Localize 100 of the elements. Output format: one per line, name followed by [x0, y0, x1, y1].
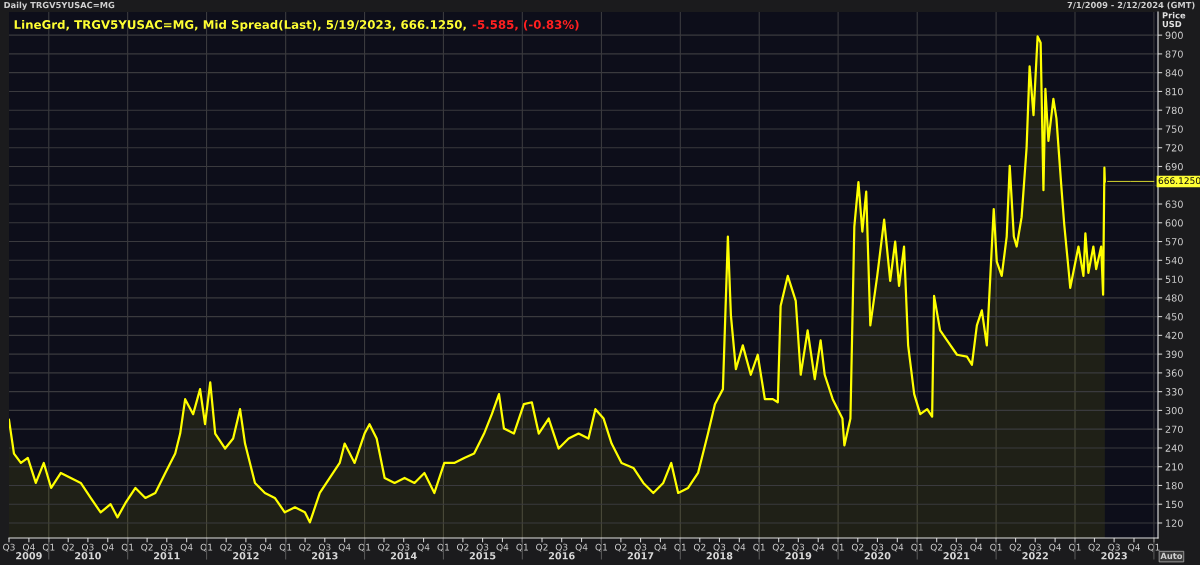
- x2-tick-label: 2023: [1101, 552, 1127, 560]
- x-tick-label: Q2: [536, 543, 548, 552]
- x-tick-label: Q2: [772, 543, 785, 552]
- x-tick-label: Q3: [318, 543, 331, 552]
- y-tick-label: 330: [1165, 388, 1183, 396]
- text: -5.585, (-0.83%): [472, 19, 579, 31]
- x-tick-label: Q4: [575, 543, 588, 552]
- y-tick-label: 390: [1165, 350, 1183, 358]
- x2-tick-label: 2014: [390, 552, 417, 560]
- y-tick-label: 810: [1165, 87, 1183, 96]
- x-tick-label: Q2: [614, 543, 627, 552]
- text: Auto: [1160, 552, 1183, 560]
- x-tick-label: Q3: [239, 543, 252, 552]
- x2-tick-label: 2016: [548, 552, 575, 560]
- x2-tick-label: 2013: [312, 552, 338, 560]
- x2-tick-label: 2020: [864, 552, 891, 560]
- x-tick-label: Q4: [1128, 543, 1140, 552]
- y-tick-label: 870: [1165, 50, 1183, 58]
- x2-tick-label: 2010: [75, 552, 101, 560]
- x-tick-label: Q3: [713, 543, 726, 552]
- x-tick-label: Q4: [338, 543, 351, 552]
- y-tick-label: 780: [1165, 106, 1183, 115]
- text: 7/1/2009 - 2/12/2024 (GMT): [1067, 1, 1195, 10]
- x-tick-label: Q2: [299, 543, 311, 552]
- x-tick-label: Q1: [279, 543, 292, 552]
- x2-tick-label: 2019: [785, 552, 812, 560]
- y-tick-label: 150: [1166, 500, 1183, 509]
- y-tick-label: 210: [1165, 463, 1183, 471]
- y-tick-label: 900: [1165, 31, 1183, 39]
- y-tick-label: 840: [1165, 69, 1183, 77]
- text: LineGrd, TRGV5YUSAC=MG, Mid Spread(Last), 5/19/2023, 666.1250,: [14, 19, 466, 32]
- x-tick-label: Q2: [1088, 543, 1100, 552]
- x-tick-label: Q2: [456, 543, 469, 552]
- x-tick-label: Q1: [42, 543, 55, 552]
- x-tick-label: Q1: [595, 543, 608, 552]
- x-tick-label: Q1: [674, 543, 686, 552]
- y-tick-label: 300: [1165, 406, 1183, 415]
- x2-tick-label: 2022: [1022, 552, 1048, 560]
- x-tick-label: Q1: [1147, 543, 1160, 552]
- x-tick-label: Q2: [1009, 543, 1022, 552]
- x-tick-label: Q3: [3, 543, 15, 552]
- x-tick-label: Q4: [1049, 543, 1062, 552]
- y-tick-label: 420: [1165, 331, 1183, 340]
- x-tick-label: Q3: [555, 543, 568, 552]
- x-tick-label: Q1: [516, 543, 528, 552]
- x-tick-label: Q4: [496, 543, 509, 552]
- x-tick-label: Q1: [911, 543, 923, 552]
- y-tick-label: 360: [1165, 369, 1183, 377]
- x-tick-label: Q2: [693, 543, 706, 552]
- x-tick-label: Q4: [891, 543, 904, 552]
- x-tick-label: Q3: [1108, 543, 1120, 552]
- annotation: 666.1250: [1158, 177, 1200, 185]
- x-tick-label: Q3: [871, 543, 884, 552]
- text: Daily TRGV5YUSAC=MG: [4, 1, 115, 10]
- x-tick-label: Q2: [378, 543, 390, 552]
- x-tick-label: Q1: [990, 543, 1002, 552]
- x2-tick-label: 2011: [154, 552, 180, 560]
- x-tick-label: Q4: [259, 543, 272, 552]
- x-tick-label: Q2: [62, 543, 74, 552]
- x-tick-label: Q4: [970, 543, 983, 552]
- x-tick-label: Q4: [22, 543, 35, 552]
- x2-tick-label: 2021: [943, 552, 970, 560]
- x-tick-label: Q1: [753, 543, 765, 552]
- y-tick-label: 690: [1165, 162, 1183, 171]
- y-tick-label: 270: [1165, 425, 1183, 433]
- x2-tick-label: 2015: [469, 552, 496, 560]
- x-tick-label: Q2: [220, 543, 232, 552]
- x-tick-label: Q4: [417, 543, 430, 552]
- x-tick-label: Q3: [397, 543, 410, 552]
- x-tick-label: Q3: [476, 543, 489, 552]
- x-tick-label: Q2: [851, 543, 864, 552]
- x-tick-label: Q1: [832, 543, 844, 552]
- x2-tick-label: 2017: [627, 552, 654, 560]
- x-tick-label: Q3: [634, 543, 647, 552]
- x-tick-label: Q3: [792, 543, 805, 552]
- x2-tick-label: 2012: [233, 552, 259, 560]
- y-tick-label: 480: [1165, 294, 1183, 302]
- x-tick-label: Q1: [121, 543, 134, 552]
- x-tick-label: Q2: [141, 543, 153, 552]
- x-tick-label: Q4: [101, 543, 114, 552]
- x-tick-label: Q4: [733, 543, 746, 552]
- x-tick-label: Q3: [1029, 543, 1041, 552]
- y-tick-label: 240: [1165, 444, 1183, 452]
- y-tick-label: 600: [1165, 219, 1183, 227]
- y-tick-label: 180: [1166, 481, 1183, 490]
- x-tick-label: Q3: [950, 543, 963, 552]
- x-tick-label: Q4: [180, 543, 193, 552]
- x-tick-label: Q4: [812, 543, 825, 552]
- x-tick-label: Q3: [81, 543, 94, 552]
- x-tick-label: Q2: [930, 543, 943, 552]
- x-tick-label: Q4: [654, 543, 667, 552]
- y-tick-label: 450: [1165, 313, 1183, 321]
- x2-tick-label: 2018: [706, 552, 733, 560]
- x-tick-label: Q1: [1069, 543, 1081, 552]
- y-tick-label: 510: [1165, 275, 1183, 283]
- y-tick-label: 720: [1165, 144, 1183, 152]
- y-tick-label: 120: [1166, 519, 1183, 527]
- y-tick-label: 540: [1165, 256, 1183, 265]
- x-tick-label: Q3: [160, 543, 173, 552]
- y-axis-title: Price USD: [1162, 12, 1186, 28]
